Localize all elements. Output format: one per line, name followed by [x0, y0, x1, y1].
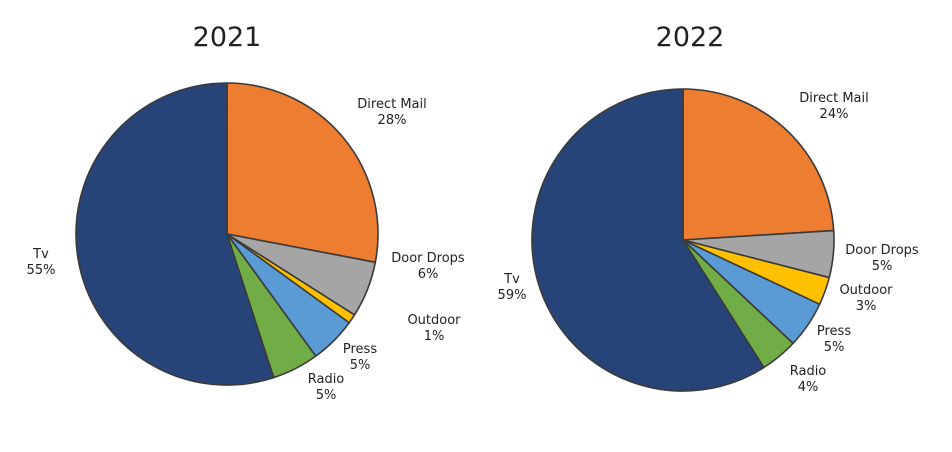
slice-value-label-radio: 4% — [798, 380, 819, 395]
slice-label-radio: Radio — [308, 372, 345, 387]
slice-value-label-door-drops: 5% — [872, 259, 893, 274]
slice-value-label-direct-mail: 24% — [820, 107, 849, 122]
slice-label-direct-mail: Direct Mail — [799, 91, 868, 106]
slice-value-label-radio: 5% — [316, 388, 337, 403]
pie-slice-direct-mail — [226, 82, 379, 264]
slice-value-label-press: 5% — [824, 340, 845, 355]
pie-slice-tv — [531, 88, 765, 392]
chart-title-2022: 2022 — [656, 22, 725, 53]
slice-value-label-direct-mail: 28% — [378, 113, 407, 128]
slice-label-outdoor: Outdoor — [839, 283, 893, 298]
slice-label-radio: Radio — [790, 364, 827, 379]
pie-slice-direct-mail — [682, 88, 835, 241]
slice-label-press: Press — [343, 342, 377, 357]
slice-label-tv: Tv — [32, 247, 49, 262]
slice-label-tv: Tv — [503, 272, 520, 287]
slice-value-label-door-drops: 6% — [418, 267, 439, 282]
slice-value-label-outdoor: 3% — [856, 299, 877, 314]
slice-label-outdoor: Outdoor — [407, 313, 461, 328]
chart-title-2021: 2021 — [193, 22, 262, 53]
slice-label-direct-mail: Direct Mail — [357, 97, 426, 112]
slice-label-press: Press — [817, 324, 851, 339]
slice-label-door-drops: Door Drops — [845, 243, 919, 258]
slice-value-label-tv: 55% — [27, 263, 56, 278]
slice-value-label-outdoor: 1% — [424, 329, 445, 344]
pie-slice-tv — [75, 82, 275, 386]
slice-value-label-tv: 59% — [498, 288, 527, 303]
slice-value-label-press: 5% — [350, 358, 371, 373]
slice-label-door-drops: Door Drops — [391, 251, 465, 266]
